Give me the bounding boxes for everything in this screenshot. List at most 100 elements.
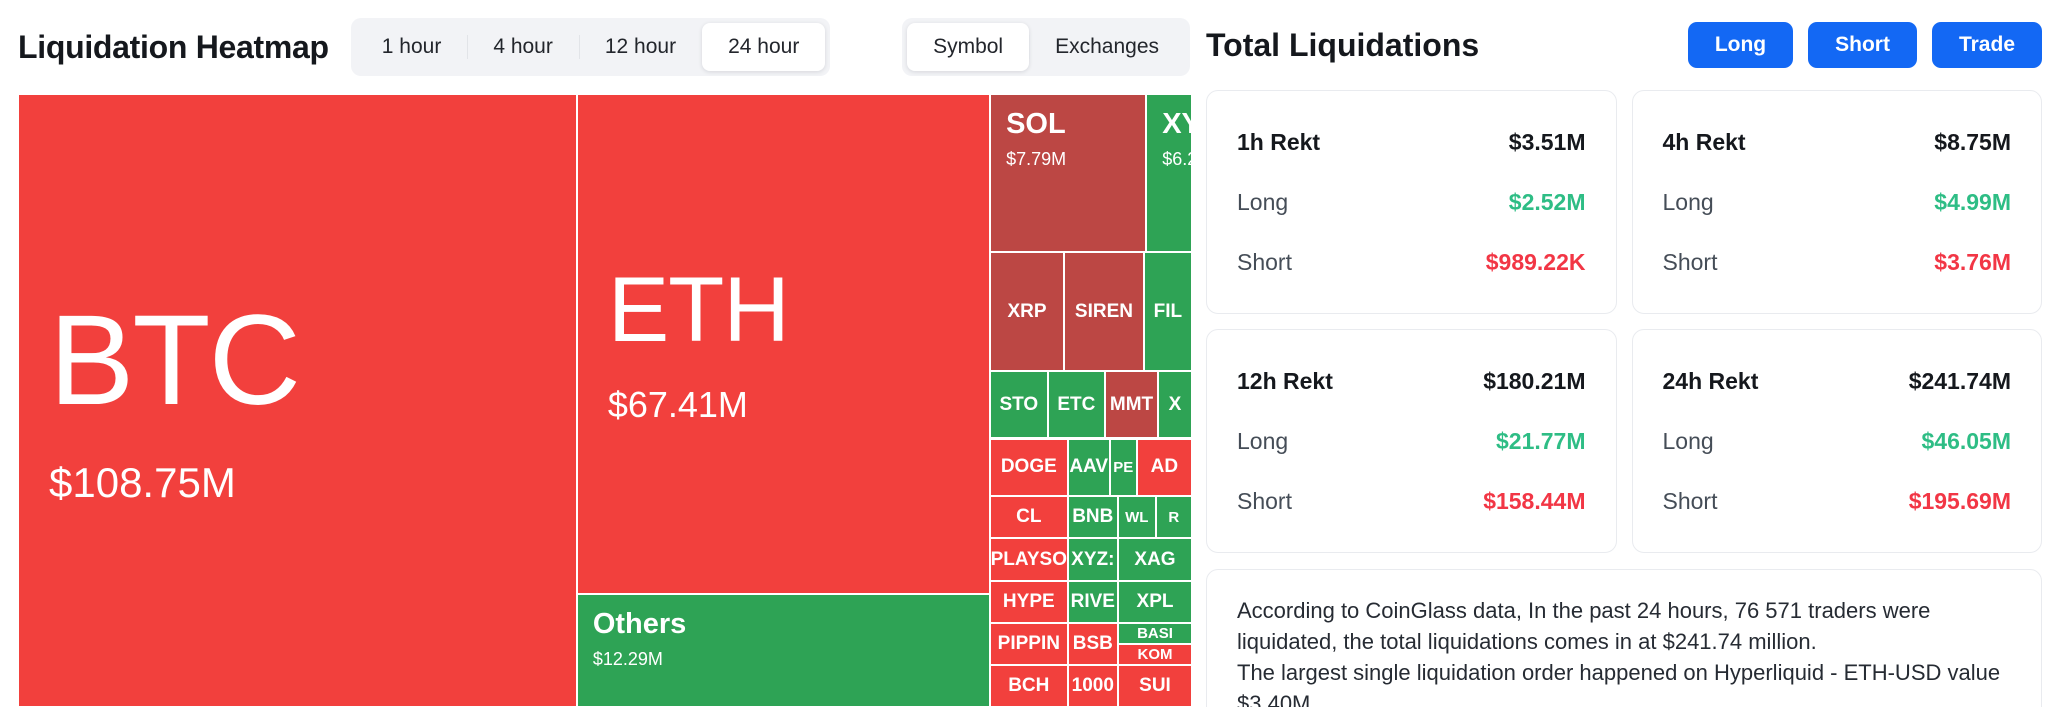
treemap-tile-basi[interactable]: BASI (1118, 623, 1192, 645)
tile-symbol: XAG (1134, 548, 1176, 570)
card-period-label: 4h Rekt (1662, 128, 1746, 155)
treemap-tile-hype[interactable]: HYPE (990, 580, 1068, 624)
card-period-label: 12h Rekt (1237, 367, 1333, 394)
tile-symbol: 1000 (1071, 675, 1114, 697)
treemap-tile-r[interactable]: R (1155, 496, 1192, 539)
treemap-tile-xag[interactable]: XAG (1118, 538, 1192, 581)
treemap-tile-rive[interactable]: RIVE (1067, 580, 1119, 624)
treemap-tile-ad[interactable]: AD (1136, 438, 1192, 497)
view-toggle: Symbol Exchanges (902, 18, 1190, 76)
treemap-tile-pe[interactable]: PE (1109, 438, 1137, 497)
treemap-tile-btc[interactable]: BTC $108.75M (18, 94, 577, 707)
treemap-tile-xpl[interactable]: XPL (1118, 580, 1192, 624)
tile-symbol: XYZ: (1071, 548, 1115, 570)
tile-symbol: HYPE (1002, 590, 1055, 612)
tile-symbol: PE (1113, 458, 1134, 476)
toggle-exchanges[interactable]: Exchanges (1029, 23, 1185, 71)
tile-symbol: BTC (49, 289, 301, 433)
rekt-card-1h: 1h Rekt $3.51M Long $2.52M Short $989.22K (1206, 90, 1617, 314)
treemap-tile-xrp[interactable]: XRP (990, 252, 1065, 372)
card-short-value: $195.69M (1908, 487, 2011, 514)
rekt-card-24h: 24h Rekt $241.74M Long $46.05M Short $195.6… (1631, 329, 2042, 553)
tile-symbol: MMT (1109, 393, 1154, 415)
summary-line-1: According to CoinGlass data, In the past… (1237, 598, 1931, 654)
treemap-tile-fil[interactable]: FIL (1143, 252, 1192, 372)
treemap-tile-bsb[interactable]: BSB (1067, 623, 1119, 666)
tile-symbol: KOM (1137, 646, 1173, 664)
tile-symbol: STO (999, 393, 1039, 415)
toggle-symbol[interactable]: Symbol (907, 23, 1030, 71)
tile-symbol: FIL (1153, 300, 1183, 322)
tab-4-hour[interactable]: 4 hour (467, 23, 579, 71)
tile-value: $7.79M (1006, 149, 1067, 169)
summary-card: According to CoinGlass data, In the past… (1206, 569, 2042, 707)
trade-button[interactable]: Trade (1931, 22, 2042, 68)
card-short-value: $158.44M (1483, 487, 1586, 514)
card-short-value: $3.76M (1934, 248, 2011, 275)
treemap-tile-doge[interactable]: DOGE (990, 438, 1068, 497)
treemap-tile-mmt[interactable]: MMT (1105, 371, 1158, 439)
treemap-tile-aav[interactable]: AAV (1067, 438, 1110, 497)
tile-symbol: Others (592, 608, 687, 641)
total-liquidations-section: Total Liquidations Long Short Trade 1h R… (1192, 0, 2048, 707)
treemap-tile-1000[interactable]: 1000 (1067, 665, 1119, 707)
treemap-tile-x[interactable]: X (1157, 371, 1192, 439)
action-buttons: Long Short Trade (1687, 22, 2042, 68)
heatmap-header: Liquidation Heatmap 1 hour 4 hour 12 hou… (0, 0, 1192, 94)
tab-24-hour[interactable]: 24 hour (702, 23, 826, 71)
treemap-tile-sto[interactable]: STO (990, 371, 1048, 439)
tile-symbol: SUI (1139, 675, 1171, 697)
treemap-tile-kom[interactable]: KOM (1118, 644, 1192, 666)
treemap-tile-xy[interactable]: XY $6.2 (1146, 94, 1192, 253)
tile-value: $67.41M (607, 384, 748, 426)
tile-symbol: BCH (1008, 675, 1050, 697)
card-long-value: $4.99M (1934, 188, 2011, 215)
treemap-tile-sui[interactable]: SUI (1118, 665, 1192, 707)
treemap-tile-xyz[interactable]: XYZ: (1067, 538, 1119, 581)
tile-symbol: DOGE (1000, 456, 1057, 478)
card-period-label: 24h Rekt (1662, 367, 1759, 394)
short-button[interactable]: Short (1808, 22, 1917, 68)
treemap-tile-cl[interactable]: CL (990, 496, 1068, 539)
tile-symbol: XY (1162, 108, 1191, 140)
card-short-label: Short (1237, 487, 1292, 514)
card-short-label: Short (1662, 248, 1718, 275)
tile-symbol: PLAYSO (990, 548, 1067, 570)
rekt-card-4h: 4h Rekt $8.75M Long $4.99M Short $3.76M (1631, 90, 2042, 314)
treemap-tile-bch[interactable]: BCH (990, 665, 1068, 707)
tile-symbol: WL (1125, 508, 1149, 526)
tile-symbol: X (1168, 393, 1182, 415)
treemap-tile-wl[interactable]: WL (1118, 496, 1156, 539)
tile-symbol: XRP (1007, 300, 1047, 322)
long-button[interactable]: Long (1687, 22, 1794, 68)
card-long-label: Long (1237, 427, 1289, 454)
tile-symbol: RIVE (1070, 590, 1115, 612)
treemap-tile-bnb[interactable]: BNB (1067, 496, 1119, 539)
card-short-label: Short (1662, 487, 1718, 514)
card-long-label: Long (1662, 188, 1714, 215)
tile-symbol: XPL (1136, 590, 1174, 612)
tile-symbol: BASI (1137, 625, 1173, 643)
tile-value: $108.75M (49, 458, 236, 506)
treemap-tile-playso[interactable]: PLAYSO (990, 538, 1068, 581)
tab-12-hour[interactable]: 12 hour (578, 23, 702, 71)
card-long-label: Long (1237, 188, 1289, 215)
tab-1-hour[interactable]: 1 hour (381, 35, 442, 58)
treemap-tile-sol[interactable]: SOL $7.79M (990, 94, 1147, 253)
treemap-tile-others[interactable]: Others $12.29M (576, 594, 991, 707)
total-liquidations-header: Total Liquidations Long Short Trade (1206, 0, 2042, 90)
tile-symbol: SOL (1006, 108, 1066, 140)
total-liquidations-title: Total Liquidations (1206, 26, 1480, 63)
tile-symbol: BNB (1072, 506, 1114, 528)
treemap-tile-eth[interactable]: ETH $67.41M (576, 94, 991, 595)
treemap-tile-etc[interactable]: ETC (1047, 371, 1106, 439)
heatmap-section: Liquidation Heatmap 1 hour 4 hour 12 hou… (0, 0, 1192, 707)
treemap-tile-siren[interactable]: SIREN (1064, 252, 1144, 372)
tile-value: $12.29M (592, 649, 663, 670)
card-total-value: $241.74M (1908, 367, 2011, 394)
card-total-value: $3.51M (1508, 128, 1586, 155)
tile-symbol: ETH (607, 258, 790, 361)
treemap-tile-pippin[interactable]: PIPPIN (990, 623, 1068, 666)
card-long-value: $21.77M (1495, 427, 1586, 454)
